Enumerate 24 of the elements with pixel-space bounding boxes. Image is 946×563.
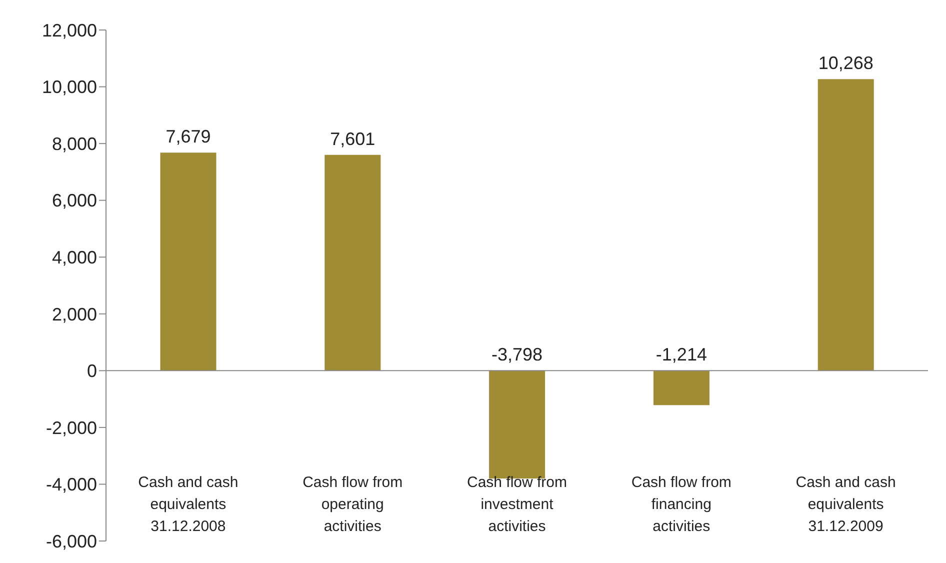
data-label: -3,798 xyxy=(492,344,543,365)
bar xyxy=(653,370,710,406)
y-tick-label: 8,000 xyxy=(52,134,97,154)
x-tick-label: Cash and cash equivalents 31.12.2008 xyxy=(138,474,238,535)
y-tick-label: 2,000 xyxy=(52,304,97,324)
y-tick-label: 12,000 xyxy=(42,20,97,40)
y-tick-label: 4,000 xyxy=(52,248,97,268)
bar xyxy=(160,152,216,371)
bar xyxy=(324,154,381,371)
bar xyxy=(818,79,874,371)
x-tick-label: Cash flow from financing activities xyxy=(631,474,732,535)
y-tick-label: -6,000 xyxy=(46,531,97,552)
data-label: -1,214 xyxy=(656,344,707,365)
y-tick-label: 0 xyxy=(86,361,97,382)
x-tick-label: Cash flow from operating activities xyxy=(302,474,403,535)
data-label: 7,679 xyxy=(166,126,211,147)
x-tick-label: Cash flow from investment activities xyxy=(466,474,568,535)
y-tick-label: 10,000 xyxy=(42,77,97,98)
y-tick-label: -2,000 xyxy=(46,418,97,438)
data-label: 7,601 xyxy=(330,128,376,149)
data-label: 10,268 xyxy=(818,53,874,74)
y-tick-label: 6,000 xyxy=(52,190,97,211)
x-tick-label: Cash and cash equivalents 31.12.2009 xyxy=(796,474,896,535)
y-tick-label: -4,000 xyxy=(46,474,97,495)
